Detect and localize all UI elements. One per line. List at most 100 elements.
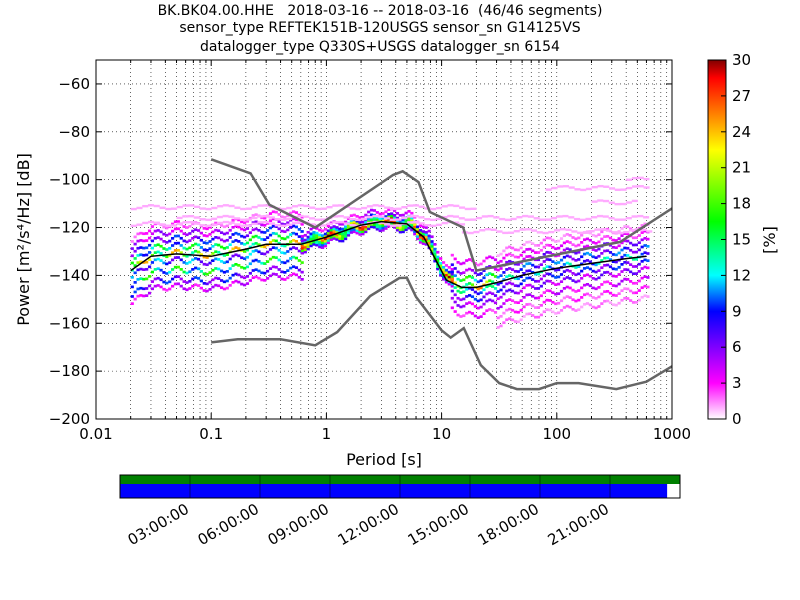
heatmap-cell: [352, 228, 356, 231]
heatmap-cell: [571, 272, 575, 275]
heatmap-cell: [611, 303, 615, 307]
heatmap-cell: [208, 261, 212, 265]
heatmap-cell: [263, 231, 267, 234]
heatmap-cell: [418, 236, 423, 239]
heatmap-cell: [459, 305, 463, 309]
heatmap-cell: [173, 275, 178, 279]
heatmap-cell: [240, 207, 247, 211]
heatmap-cell: [248, 279, 252, 282]
heatmap-cell: [513, 291, 518, 295]
heatmap-cell: [585, 217, 592, 221]
heatmap-cell: [237, 232, 241, 236]
heatmap-cell: [493, 275, 498, 278]
heatmap-cell: [372, 209, 377, 212]
heatmap-cell: [165, 298, 169, 302]
heatmap-cell: [634, 272, 638, 275]
heatmap-cell: [294, 273, 299, 277]
heatmap-cell: [606, 256, 610, 260]
heatmap-cell: [257, 276, 261, 280]
heatmap-cell: [338, 237, 342, 240]
heatmap-cell: [421, 232, 425, 236]
heatmap-cell: [637, 185, 644, 188]
heatmap-cell: [562, 287, 566, 290]
heatmap-cell: [580, 241, 584, 244]
heatmap-cell: [513, 310, 518, 314]
heatmap-cell: [499, 324, 503, 328]
heatmap-cell: [219, 269, 224, 273]
y-tick-label: −120: [49, 219, 90, 237]
heatmap-cell: [297, 235, 301, 238]
heatmap-cell: [159, 223, 166, 226]
heatmap-cell: [577, 250, 581, 254]
heatmap-cell: [381, 224, 385, 227]
heatmap-cell: [554, 302, 558, 306]
heatmap-cell: [202, 298, 206, 302]
heatmap-cell: [614, 303, 618, 307]
heatmap-cell: [231, 281, 235, 284]
heatmap-cell: [133, 264, 137, 267]
heatmap-cell: [551, 238, 555, 242]
heatmap-cell: [643, 222, 647, 226]
heatmap-cell: [335, 235, 339, 239]
heatmap-cell: [147, 251, 152, 254]
heatmap-cell: [436, 255, 440, 259]
heatmap-cell: [159, 285, 163, 289]
heatmap-cell: [603, 271, 607, 274]
heatmap-cell: [390, 212, 394, 216]
heatmap-cell: [551, 186, 558, 190]
heatmap-cell: [510, 282, 515, 286]
heatmap-cell: [173, 234, 178, 238]
heatmap-cell: [493, 301, 498, 305]
heatmap-cell: [597, 305, 601, 308]
heatmap-cell: [205, 272, 209, 276]
heatmap-cell: [441, 215, 448, 219]
heatmap-cell: [646, 252, 650, 255]
heatmap-cell: [176, 222, 183, 226]
heatmap-cell: [545, 272, 549, 276]
heatmap-cell: [559, 289, 564, 293]
heatmap-cell: [643, 236, 647, 240]
heatmap-cell: [594, 228, 601, 231]
heatmap-cell: [510, 289, 515, 293]
heatmap-cell: [597, 247, 601, 251]
heatmap-cell: [133, 307, 137, 311]
heatmap-cell: [468, 286, 472, 290]
heatmap-cell: [488, 308, 492, 311]
heatmap-cell: [217, 250, 221, 254]
heatmap-cell: [202, 272, 206, 276]
heatmap-cell: [568, 262, 572, 266]
heatmap-cell: [628, 229, 635, 232]
heatmap-cell: [395, 216, 400, 220]
heatmap-cell: [502, 271, 506, 274]
heatmap-cell: [465, 295, 469, 298]
heatmap-cell: [493, 311, 498, 314]
heatmap-cell: [222, 280, 227, 284]
heatmap-cell: [355, 214, 359, 218]
heatmap-cell: [637, 241, 641, 245]
heatmap-cell: [349, 221, 353, 225]
heatmap-cell: [335, 228, 339, 232]
heatmap-cell: [591, 255, 595, 259]
heatmap-cell: [631, 215, 638, 218]
heatmap-cell: [488, 298, 492, 302]
heatmap-cell: [159, 230, 163, 234]
heatmap-cell: [383, 217, 390, 220]
heatmap-cell: [468, 294, 472, 297]
heatmap-cell: [430, 235, 434, 239]
heatmap-cell: [245, 207, 252, 210]
heatmap-cell: [525, 283, 529, 287]
heatmap-cell: [262, 214, 269, 218]
heatmap-cell: [462, 271, 466, 274]
heatmap-cell: [608, 258, 613, 261]
heatmap-cell: [315, 227, 319, 230]
heatmap-cell: [473, 290, 477, 294]
heatmap-cell: [318, 228, 322, 232]
heatmap-cell: [211, 244, 215, 248]
colorbar-tick-label: 3: [732, 374, 742, 392]
heatmap-cell: [453, 215, 460, 218]
heatmap-cell: [444, 271, 449, 274]
heatmap-cell: [620, 234, 624, 237]
heatmap-cell: [156, 250, 160, 254]
heatmap-cell: [643, 275, 647, 278]
heatmap-cell: [447, 204, 454, 207]
